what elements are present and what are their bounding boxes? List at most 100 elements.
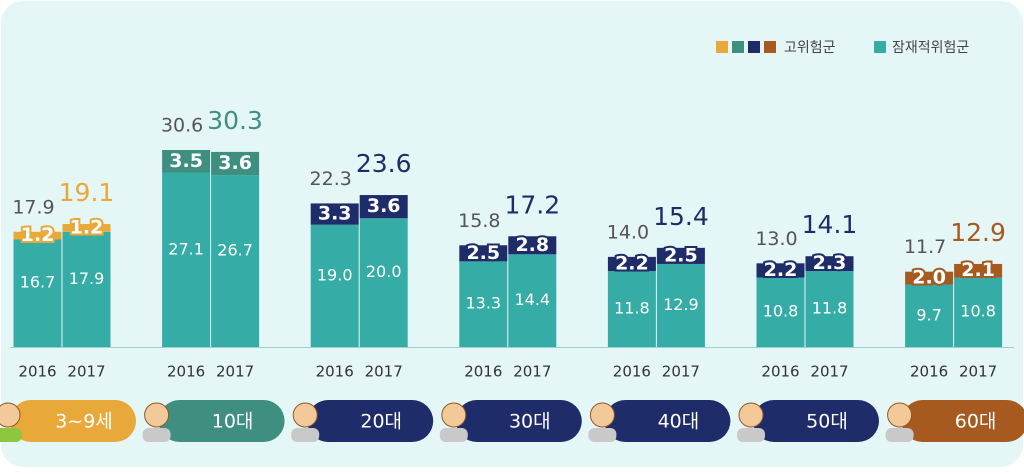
total-label: 22.3 [310, 168, 352, 190]
bar-segment [607, 271, 656, 347]
group-pill [455, 400, 582, 442]
bar-segment [62, 231, 111, 347]
x-tick-label: 2017 [662, 363, 700, 381]
total-label: 15.8 [458, 210, 500, 232]
group-label: 50대 [806, 411, 848, 433]
bar-segment [508, 236, 557, 255]
x-tick-label: 2016 [167, 363, 205, 381]
total-label: 30.6 [161, 115, 203, 137]
x-tick-label: 2017 [67, 363, 105, 381]
legend-label: 고위험군 [784, 40, 836, 56]
value-label: 26.7 [217, 241, 253, 260]
bar-segment [359, 195, 408, 219]
bar-segment [905, 284, 954, 347]
value-label: 2.1 [961, 259, 995, 281]
value-label: 2.8 [515, 234, 549, 256]
icon-head [887, 402, 913, 428]
bar-segment [162, 172, 211, 347]
bar-segment [310, 224, 359, 347]
value-label: 19.0 [317, 265, 353, 284]
value-label: 12.9 [663, 295, 699, 314]
bar-segment [656, 247, 705, 264]
group-pill [10, 400, 136, 442]
group-pill [604, 400, 731, 442]
x-tick-label: 2017 [513, 363, 551, 381]
bar-segment [13, 239, 62, 347]
x-tick-label: 2017 [810, 363, 848, 381]
group-pill [158, 400, 285, 442]
group-label: 60대 [955, 411, 997, 433]
x-tick-label: 2016 [464, 363, 502, 381]
total-label: 17.2 [504, 190, 560, 219]
value-label: 27.1 [168, 239, 204, 258]
value-label: 1.2 [21, 224, 55, 246]
total-label: 17.9 [12, 196, 54, 218]
x-tick-label: 2016 [761, 363, 799, 381]
legend-swatch [716, 41, 728, 53]
total-label: 14.1 [802, 210, 858, 239]
bar-segment [359, 218, 408, 347]
group-pill [307, 400, 434, 442]
total-label: 14.0 [607, 221, 649, 243]
bar-segment [508, 254, 557, 347]
value-label: 2.5 [466, 242, 500, 264]
group-label: 40대 [658, 411, 700, 433]
total-label: 30.3 [207, 106, 263, 135]
icon-body [885, 428, 914, 442]
value-label: 11.8 [614, 299, 650, 318]
icon-body [0, 428, 22, 442]
total-label: 11.7 [904, 236, 946, 258]
legend-label: 잠재적위험군 [892, 40, 969, 56]
group-pill [753, 400, 879, 442]
total-label: 23.6 [356, 149, 412, 178]
x-tick-label: 2017 [365, 363, 403, 381]
group-label: 20대 [360, 411, 402, 433]
bar-segment [756, 263, 805, 278]
icon-head [441, 402, 467, 428]
value-label: 2.3 [813, 252, 847, 274]
icon-body [737, 428, 765, 442]
bar-segment [954, 277, 1003, 347]
icon-body [588, 428, 617, 442]
value-label: 9.7 [916, 305, 941, 324]
value-label: 2.2 [764, 259, 798, 281]
value-label: 3.5 [169, 150, 203, 172]
bar-segment [459, 245, 508, 262]
value-label: 16.7 [20, 273, 56, 292]
value-label: 13.3 [465, 294, 501, 313]
icon-head [292, 402, 318, 428]
icon-body [291, 428, 320, 442]
total-label: 19.1 [59, 178, 115, 207]
bar-segment [805, 271, 854, 347]
icon-head [738, 402, 764, 428]
x-tick-label: 2016 [18, 363, 56, 381]
icon-head [0, 402, 21, 428]
total-label: 12.9 [950, 218, 1006, 247]
value-label: 10.8 [960, 302, 996, 321]
legend-swatch [732, 41, 744, 53]
bar-segment [211, 175, 260, 347]
value-label: 14.4 [514, 290, 550, 309]
icon-body [142, 428, 171, 442]
bar-segment [310, 203, 359, 225]
bar-segment [162, 150, 211, 173]
x-tick-label: 2017 [216, 363, 254, 381]
icon-head [144, 402, 170, 428]
value-label: 10.8 [763, 302, 799, 321]
legend-swatch [748, 41, 760, 53]
total-label: 15.4 [653, 202, 709, 231]
value-label: 17.9 [69, 269, 105, 288]
value-label: 1.2 [70, 216, 104, 238]
bar-segment [211, 151, 260, 176]
value-label: 3.6 [367, 195, 401, 217]
x-tick-label: 2016 [316, 363, 354, 381]
total-label: 13.0 [755, 228, 797, 250]
value-label: 3.3 [318, 203, 352, 225]
value-label: 11.8 [812, 299, 848, 318]
icon-head [589, 402, 615, 428]
value-label: 20.0 [366, 262, 402, 281]
bar-segment [756, 277, 805, 347]
